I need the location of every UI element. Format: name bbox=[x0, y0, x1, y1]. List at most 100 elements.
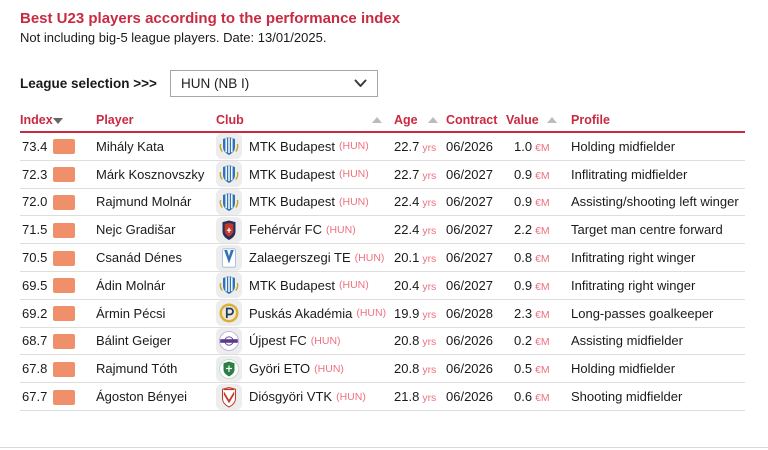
index-value: 70.5 bbox=[22, 250, 48, 266]
column-header-index[interactable]: Index bbox=[20, 113, 53, 127]
column-label-player: Player bbox=[96, 112, 134, 127]
column-header-club[interactable]: Club bbox=[216, 113, 394, 127]
value-amount: 0.9 bbox=[514, 194, 533, 210]
index-swatch-cell bbox=[53, 361, 96, 377]
value-unit: €M bbox=[535, 253, 550, 266]
sort-ascending-icon[interactable] bbox=[372, 116, 382, 123]
index-swatch-cell bbox=[53, 333, 96, 349]
age-cell: 20.8 yrs bbox=[394, 361, 446, 376]
player-name: Rajmund Molnár bbox=[96, 194, 192, 210]
value-cell: 0.2 €M bbox=[514, 333, 571, 348]
contract-value: 06/2027 bbox=[446, 250, 493, 266]
table-row[interactable]: 70.5 Csanád Dénes Zalaegerszegi TE (HUN)… bbox=[20, 244, 745, 272]
sort-descending-icon[interactable] bbox=[53, 117, 63, 124]
index-value: 72.0 bbox=[22, 194, 48, 210]
index-value: 73.4 bbox=[22, 138, 48, 154]
club-country: (HUN) bbox=[336, 390, 366, 403]
club-cell: MTK Budapest (HUN) bbox=[216, 133, 394, 160]
profile-text: Infitrating right winger bbox=[571, 250, 696, 266]
index-color-swatch bbox=[53, 195, 75, 211]
column-label-age: Age bbox=[394, 112, 418, 127]
contract-value: 06/2027 bbox=[446, 194, 493, 210]
club-cell: Györi ETO (HUN) bbox=[216, 355, 394, 382]
sort-ascending-icon[interactable] bbox=[427, 116, 438, 123]
club-cell: Puskás Akadémia (HUN) bbox=[216, 300, 394, 327]
value-amount: 0.5 bbox=[514, 361, 533, 377]
player-name: Ármin Pécsi bbox=[96, 305, 166, 321]
table-row[interactable]: 67.7 Ágoston Bényei Diósgyöri VTK (HUN) … bbox=[20, 383, 745, 411]
table-header: Index Player Club Age Contract Value bbox=[20, 108, 745, 133]
club-cell: MTK Budapest (HUN) bbox=[216, 272, 394, 299]
contract-value: 06/2026 bbox=[446, 389, 493, 405]
club-logo-icon bbox=[216, 216, 242, 243]
table-row[interactable]: 71.5 Nejc Gradišar Fehérvár FC (HUN) 22.… bbox=[20, 216, 745, 245]
table-row[interactable]: 72.0 Rajmund Molnár MTK Budapest (HUN) 2… bbox=[20, 188, 745, 217]
club-name: MTK Budapest bbox=[249, 277, 335, 293]
league-select-value: HUN (NB I) bbox=[181, 76, 250, 91]
players-table: Index Player Club Age Contract Value bbox=[20, 108, 745, 411]
club-country: (HUN) bbox=[354, 251, 385, 264]
age-value: 20.8 bbox=[394, 333, 420, 349]
profile-text: Infitrating right winger bbox=[571, 277, 696, 293]
value-cell: 0.8 €M bbox=[514, 250, 571, 265]
table-row[interactable]: 72.3 Márk Kosznovszky MTK Budapest (HUN)… bbox=[20, 161, 745, 189]
value-amount: 0.6 bbox=[514, 389, 533, 405]
club-cell: Diósgyöri VTK (HUN) bbox=[216, 383, 394, 410]
profile-text: Target man centre forward bbox=[571, 222, 723, 238]
age-unit: yrs bbox=[422, 197, 437, 210]
age-cell: 21.8 yrs bbox=[394, 389, 446, 404]
club-cell: Fehérvár FC (HUN) bbox=[216, 216, 394, 243]
profile-text: Assisting/shooting left winger bbox=[571, 194, 739, 210]
profile-text: Assisting midfielder bbox=[571, 333, 683, 349]
table-row[interactable]: 68.7 Bálint Geiger Újpest FC (HUN) 20.8 y… bbox=[20, 327, 745, 356]
column-header-age[interactable]: Age bbox=[394, 113, 446, 127]
column-header-value[interactable]: Value bbox=[506, 113, 571, 127]
contract-value: 06/2028 bbox=[446, 305, 493, 321]
index-swatch-cell bbox=[53, 277, 96, 294]
index-color-swatch bbox=[53, 306, 75, 322]
value-unit: €M bbox=[535, 141, 550, 154]
column-header-player[interactable]: Player bbox=[96, 113, 216, 127]
index-swatch-cell bbox=[53, 166, 96, 183]
club-name: Újpest FC bbox=[249, 333, 307, 349]
league-select[interactable]: HUN (NB I) bbox=[170, 70, 378, 97]
club-country: (HUN) bbox=[314, 362, 344, 375]
age-cell: 22.4 yrs bbox=[394, 222, 446, 237]
contract-value: 06/2027 bbox=[446, 222, 493, 238]
club-name: Zalaegerszegi TE bbox=[249, 250, 351, 266]
value-cell: 0.9 €M bbox=[514, 194, 571, 209]
column-header-profile[interactable]: Profile bbox=[571, 113, 745, 127]
index-color-swatch bbox=[53, 222, 75, 238]
club-logo-icon bbox=[216, 300, 242, 327]
contract-value: 06/2027 bbox=[446, 277, 493, 293]
table-row[interactable]: 69.2 Ármin Pécsi Puskás Akadémia (HUN) 1… bbox=[20, 300, 745, 328]
club-name: Diósgyöri VTK bbox=[249, 389, 333, 405]
index-value: 67.7 bbox=[22, 389, 48, 405]
club-logo-icon bbox=[216, 327, 242, 354]
club-logo-icon bbox=[216, 161, 242, 188]
club-country: (HUN) bbox=[356, 307, 387, 320]
value-amount: 2.2 bbox=[514, 222, 533, 238]
value-unit: €M bbox=[535, 225, 550, 238]
table-row[interactable]: 73.4 Mihály Kata MTK Budapest (HUN) 22.7… bbox=[20, 133, 745, 161]
value-cell: 1.0 €M bbox=[514, 139, 571, 154]
column-label-index: Index bbox=[20, 112, 53, 127]
club-cell: Újpest FC (HUN) bbox=[216, 327, 394, 354]
club-country: (HUN) bbox=[339, 140, 369, 153]
age-unit: yrs bbox=[422, 169, 437, 182]
age-value: 22.4 bbox=[394, 194, 420, 210]
value-amount: 0.9 bbox=[514, 277, 533, 293]
sort-control-index[interactable] bbox=[53, 113, 96, 127]
club-country: (HUN) bbox=[325, 223, 356, 236]
column-header-contract[interactable]: Contract bbox=[446, 113, 514, 127]
table-row[interactable]: 67.8 Rajmund Tóth Györi ETO (HUN) 20.8 yr… bbox=[20, 355, 745, 384]
table-row[interactable]: 69.5 Ádin Molnár MTK Budapest (HUN) 20.4… bbox=[20, 272, 745, 300]
sort-ascending-icon[interactable] bbox=[546, 116, 557, 123]
club-logo-icon bbox=[216, 133, 242, 160]
age-unit: yrs bbox=[422, 364, 437, 377]
age-unit: yrs bbox=[422, 253, 437, 266]
index-swatch-cell bbox=[53, 250, 96, 266]
index-swatch-cell bbox=[53, 389, 96, 405]
value-unit: €M bbox=[535, 280, 550, 293]
contract-value: 06/2026 bbox=[446, 333, 493, 349]
